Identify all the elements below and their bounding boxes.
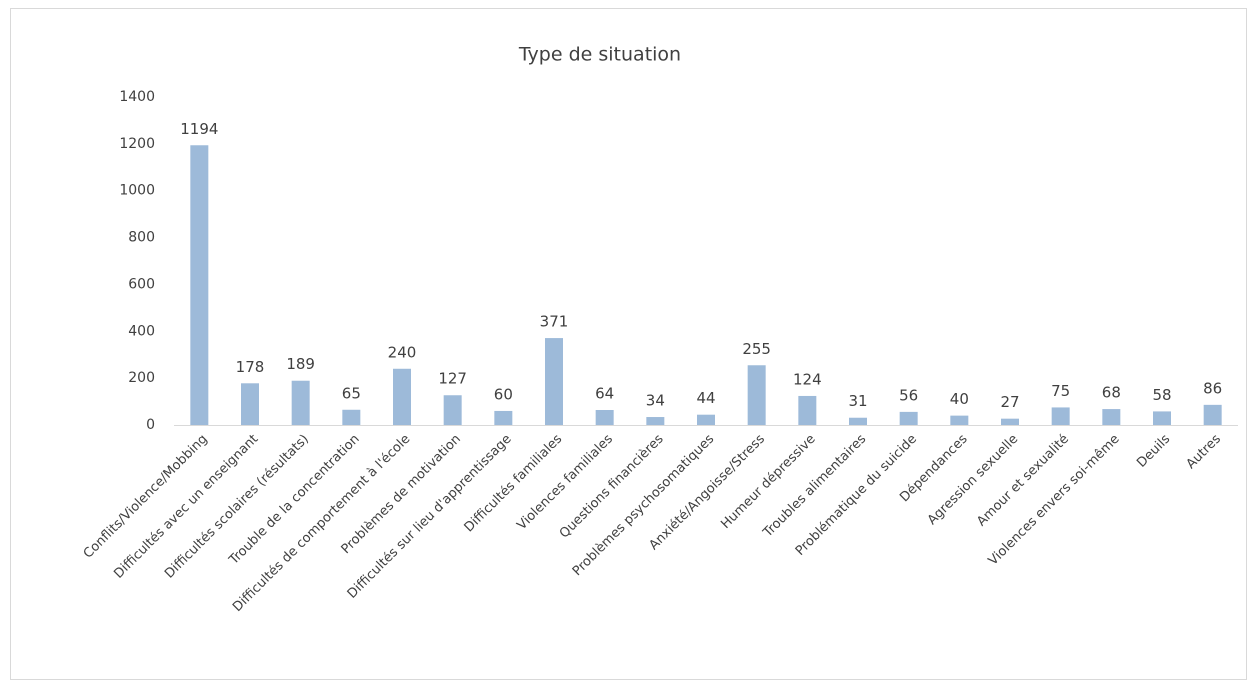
y-tick-label: 1000 [119,183,155,199]
y-tick-label: 1200 [119,136,155,152]
bar [494,410,513,425]
bar [291,380,310,425]
data-label: 189 [286,355,315,373]
y-tick-label: 800 [128,230,155,246]
y-tick-label: 0 [146,417,155,433]
chart-border [10,8,1247,680]
data-label: 65 [342,384,361,402]
data-label: 31 [848,392,867,410]
bar [1051,407,1070,425]
y-tick-label: 400 [128,323,155,339]
data-label: 60 [494,385,513,403]
y-tick-label: 1400 [119,89,155,105]
data-label: 127 [438,370,467,388]
data-label: 371 [540,313,569,331]
data-label: 178 [236,358,265,376]
bar [1001,418,1019,425]
bar [1203,404,1222,425]
data-label: 58 [1152,386,1171,404]
data-label: 240 [388,343,417,361]
data-label: 64 [595,385,614,403]
bar [646,417,665,425]
bar [798,395,817,425]
bar [747,365,766,425]
data-label: 86 [1203,379,1222,397]
bar [545,338,563,425]
data-label: 255 [742,340,771,358]
y-tick-label: 200 [128,370,155,386]
data-label: 1194 [180,120,218,138]
data-label: 124 [793,370,822,388]
bar [190,145,209,425]
bar [443,395,462,425]
bar [595,410,614,425]
bar [1153,411,1171,425]
data-label: 34 [646,392,665,410]
data-label: 68 [1102,384,1121,402]
bar [393,368,411,425]
bar [697,414,715,425]
chart-title: Type de situation [518,44,681,66]
data-label: 56 [899,386,918,404]
bar [1102,409,1121,425]
bar [899,411,918,425]
data-label: 75 [1051,382,1070,400]
y-tick-label: 600 [128,276,155,292]
data-label: 40 [950,390,969,408]
bar [342,409,361,425]
data-label: 27 [1000,393,1019,411]
bar [241,383,259,425]
bar [950,415,969,425]
bar [849,417,867,425]
data-label: 44 [696,389,715,407]
